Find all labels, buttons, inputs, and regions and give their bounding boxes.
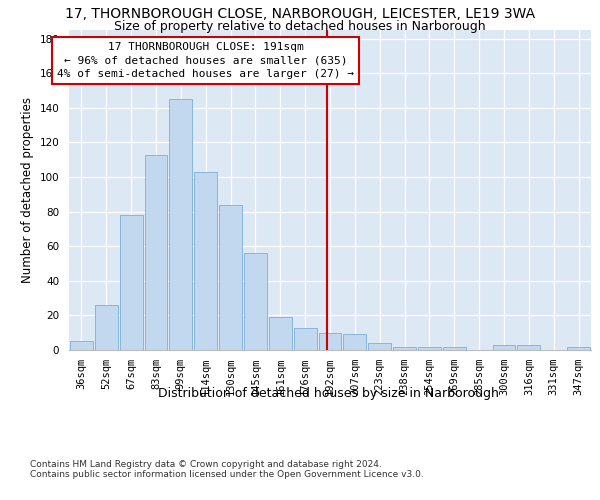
Bar xyxy=(95,305,118,350)
Bar xyxy=(493,345,515,350)
Bar xyxy=(567,346,590,350)
Text: 17 THORNBOROUGH CLOSE: 191sqm
← 96% of detached houses are smaller (635)
4% of s: 17 THORNBOROUGH CLOSE: 191sqm ← 96% of d… xyxy=(57,42,354,78)
Bar xyxy=(244,253,267,350)
Text: Size of property relative to detached houses in Narborough: Size of property relative to detached ho… xyxy=(114,20,486,33)
Bar xyxy=(393,346,416,350)
Text: 17, THORNBOROUGH CLOSE, NARBOROUGH, LEICESTER, LE19 3WA: 17, THORNBOROUGH CLOSE, NARBOROUGH, LEIC… xyxy=(65,8,535,22)
Bar xyxy=(517,345,540,350)
Bar xyxy=(418,346,441,350)
Bar xyxy=(443,346,466,350)
Bar xyxy=(70,342,93,350)
Bar xyxy=(120,215,143,350)
Bar xyxy=(343,334,366,350)
Bar xyxy=(294,328,317,350)
Bar xyxy=(194,172,217,350)
Bar xyxy=(269,317,292,350)
Text: Distribution of detached houses by size in Narborough: Distribution of detached houses by size … xyxy=(158,388,499,400)
Bar xyxy=(368,343,391,350)
Bar xyxy=(169,99,192,350)
Bar xyxy=(145,154,167,350)
Text: Contains HM Land Registry data © Crown copyright and database right 2024.
Contai: Contains HM Land Registry data © Crown c… xyxy=(30,460,424,479)
Bar xyxy=(319,332,341,350)
Y-axis label: Number of detached properties: Number of detached properties xyxy=(21,97,34,283)
Bar xyxy=(219,204,242,350)
